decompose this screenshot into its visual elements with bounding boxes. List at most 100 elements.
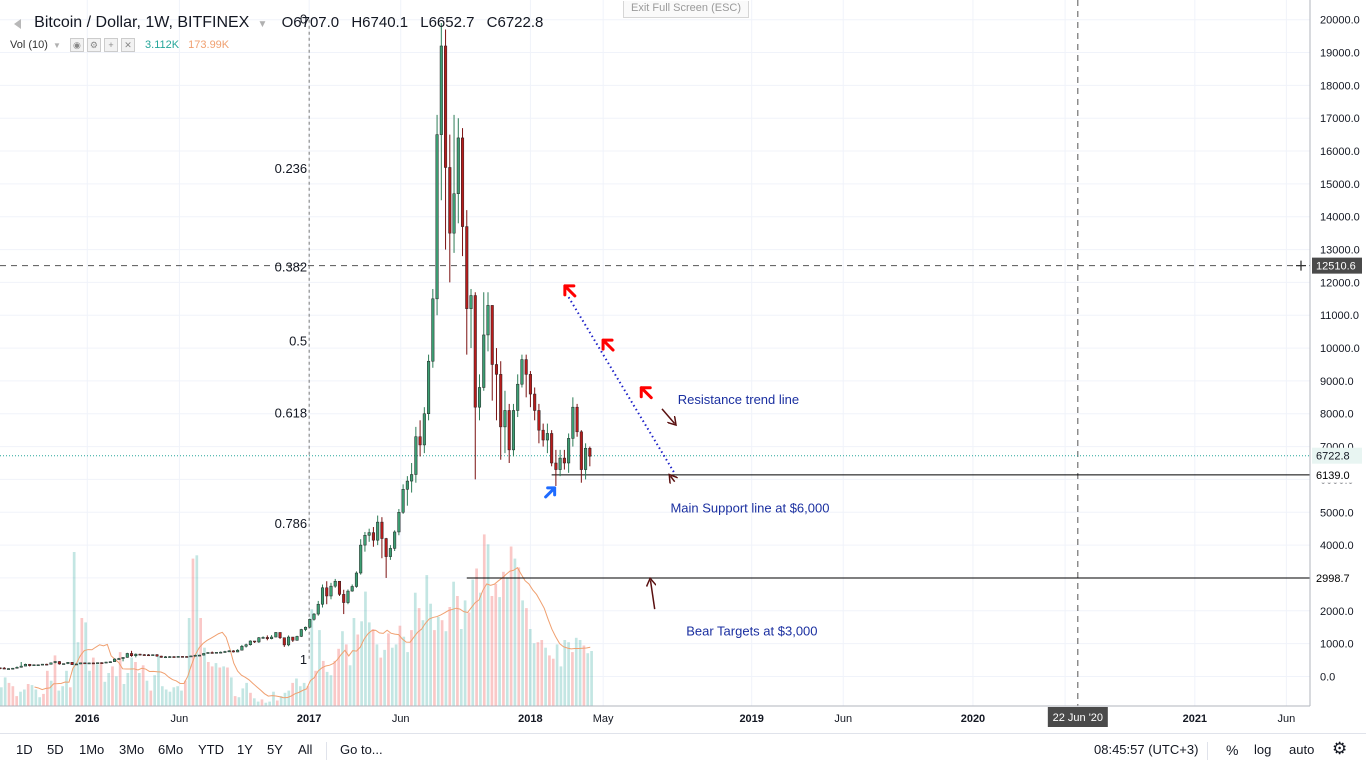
clock[interactable]: 08:45:57 (UTC+3)	[1094, 742, 1199, 757]
crosshair-price-label: 12510.6	[1316, 261, 1356, 273]
volume-bar	[199, 618, 202, 706]
candle-body	[461, 137, 465, 227]
annotation-text: Resistance trend line	[678, 392, 799, 407]
timeframe-5d[interactable]: 5D	[47, 742, 64, 757]
candle-body	[558, 457, 562, 470]
y-tick-label: 2000.0	[1320, 606, 1354, 618]
volume-bar	[95, 664, 99, 706]
volume-bar	[111, 666, 114, 706]
x-tick-label: 2017	[297, 713, 321, 725]
y-tick-label: 15000.0	[1320, 179, 1360, 191]
percent-scale-toggle[interactable]: %	[1226, 742, 1239, 758]
volume-bar	[191, 558, 195, 706]
volume-bar	[563, 640, 567, 706]
volume-bar	[482, 534, 486, 706]
x-tick-label: 2021	[1183, 713, 1207, 725]
volume-bar	[551, 658, 555, 706]
horizontal-lines: 0 0.236 0.382 0.5 0.618 0.786 1	[0, 0, 1310, 706]
candle-body	[494, 364, 499, 375]
volume-bar	[53, 655, 57, 706]
crosshair-date-label: 22 Jun '20	[1053, 712, 1103, 724]
x-tick-label: Jun	[834, 713, 852, 725]
candle-body	[384, 538, 388, 557]
volume-bar	[298, 686, 302, 706]
exit-fullscreen-button[interactable]: Exit Full Screen (ESC)	[623, 1, 749, 18]
candle-body	[244, 644, 248, 647]
candle-body	[176, 656, 180, 658]
log-scale-toggle[interactable]: log	[1254, 742, 1272, 757]
volume-bar	[180, 690, 183, 706]
timeframe-ytd[interactable]: YTD	[198, 742, 224, 757]
collapse-icon[interactable]	[12, 17, 24, 30]
candle-body	[121, 657, 125, 659]
candle-body	[53, 661, 57, 663]
timeframe-3mo[interactable]: 3Mo	[119, 742, 145, 757]
volume-bar	[379, 657, 383, 706]
candle-body	[197, 654, 201, 657]
timeframe-1d[interactable]: 1D	[16, 742, 33, 757]
x-tick-label: Jun	[1277, 713, 1295, 725]
volume-bar	[252, 698, 256, 706]
open-value: 6707.0	[293, 14, 340, 31]
annotation-text: Main Support line at $6,000	[670, 500, 829, 515]
close-icon[interactable]: ✕	[120, 38, 135, 52]
volume-bar	[329, 675, 333, 706]
volume-bar	[15, 696, 19, 706]
candle-body	[477, 387, 482, 408]
annotation-text: Bear Targets at $3,000	[686, 623, 817, 638]
red-arrow-icon	[563, 284, 577, 298]
goto-button[interactable]: Go to...	[340, 742, 383, 757]
crosshair-price-label-bg	[1312, 257, 1362, 274]
volume-bar	[229, 677, 233, 706]
resistance-trendline	[567, 296, 676, 475]
candle-body	[134, 653, 138, 657]
timeframe-all[interactable]: All	[298, 742, 313, 757]
candle-body	[130, 653, 134, 657]
high-label: H	[351, 14, 363, 31]
volume-bar	[459, 629, 463, 706]
support-price-label: 2998.7	[1316, 573, 1350, 585]
volume-bar	[387, 633, 390, 706]
close-label: C	[486, 14, 498, 31]
volume-menu-icon[interactable]: ▼	[52, 40, 61, 50]
candle-body	[70, 662, 74, 665]
candle-body	[36, 664, 40, 666]
timeframe-6mo[interactable]: 6Mo	[158, 742, 184, 757]
timeframe-5y[interactable]: 5Y	[267, 742, 283, 757]
candle-body	[507, 410, 511, 451]
candle-body	[45, 663, 49, 666]
volume-bar	[268, 701, 271, 706]
volume-ma-line	[34, 567, 591, 699]
volume-bars	[0, 534, 593, 706]
candle-body	[117, 658, 121, 660]
candle-body	[295, 636, 299, 641]
plus-icon[interactable]: +	[103, 38, 118, 52]
candle-body	[274, 632, 278, 638]
settings-gear-icon[interactable]: ⚙	[1332, 739, 1348, 758]
candle-body	[151, 654, 155, 656]
gear-icon[interactable]: ⚙	[86, 38, 101, 52]
candle-body	[333, 580, 337, 587]
volume-bar	[402, 636, 406, 706]
timeframe-1mo[interactable]: 1Mo	[79, 742, 105, 757]
candle-body	[588, 447, 592, 457]
volume-bar	[118, 652, 122, 706]
auto-scale-toggle[interactable]: auto	[1289, 742, 1315, 757]
candle-body	[316, 603, 320, 615]
volume-bar	[536, 642, 540, 706]
volume-bar	[586, 653, 590, 706]
price-chart[interactable]: 0 0.236 0.382 0.5 0.618 0.786 1 Resistance tre…	[0, 0, 1366, 733]
volume-bar	[153, 675, 156, 706]
candle-body	[516, 383, 520, 411]
fib-level-label: 0.5	[289, 334, 307, 349]
eye-icon[interactable]: ◉	[69, 38, 84, 52]
candle-body	[414, 436, 418, 475]
volume-bar	[548, 655, 551, 706]
candle-body	[376, 521, 380, 541]
volume-bar	[57, 690, 61, 706]
timeframe-1y[interactable]: 1Y	[237, 742, 253, 757]
candle-body	[380, 521, 384, 539]
volume-bar	[525, 608, 528, 706]
y-tick-label: 14000.0	[1320, 212, 1360, 224]
symbol-menu-icon[interactable]: ▼	[257, 19, 268, 30]
